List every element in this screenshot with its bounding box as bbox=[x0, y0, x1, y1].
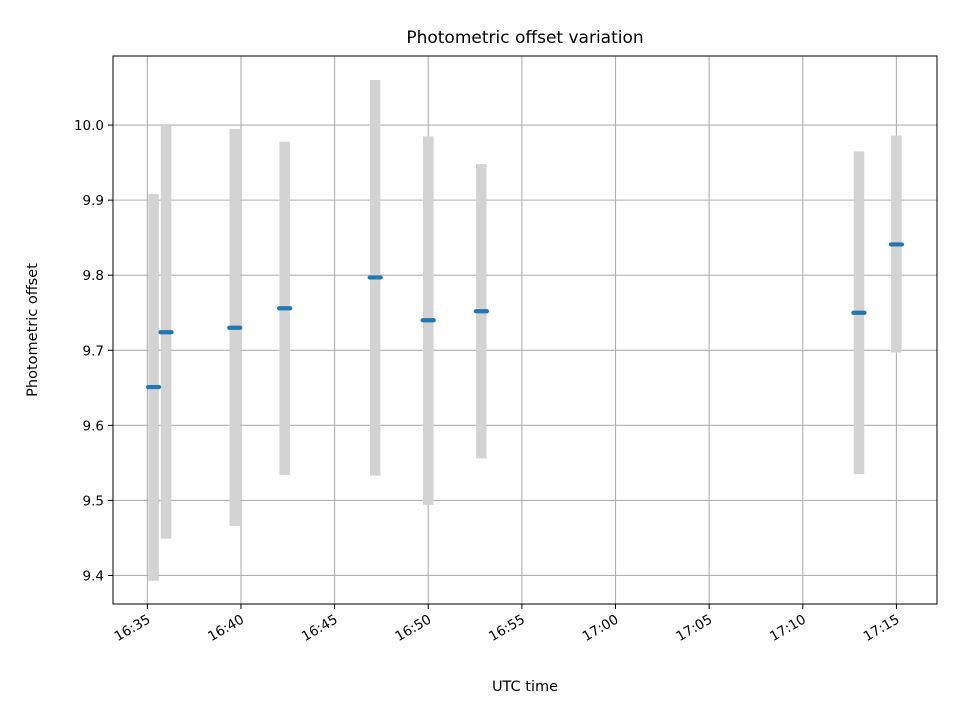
y-tick-label: 9.9 bbox=[83, 193, 104, 209]
chart-title: Photometric offset variation bbox=[406, 28, 643, 48]
y-tick-label: 9.4 bbox=[83, 568, 104, 584]
y-tick-label: 10.0 bbox=[74, 118, 104, 134]
y-axis-label: Photometric offset bbox=[25, 263, 41, 397]
x-axis-label: UTC time bbox=[492, 679, 558, 695]
y-tick-label: 9.7 bbox=[83, 343, 104, 359]
point-layer bbox=[145, 242, 905, 390]
y-tick-label: 9.6 bbox=[83, 418, 104, 434]
y-tick-label: 9.5 bbox=[83, 493, 104, 509]
y-tick-label: 9.8 bbox=[83, 268, 104, 284]
plot-frame bbox=[112, 55, 938, 605]
